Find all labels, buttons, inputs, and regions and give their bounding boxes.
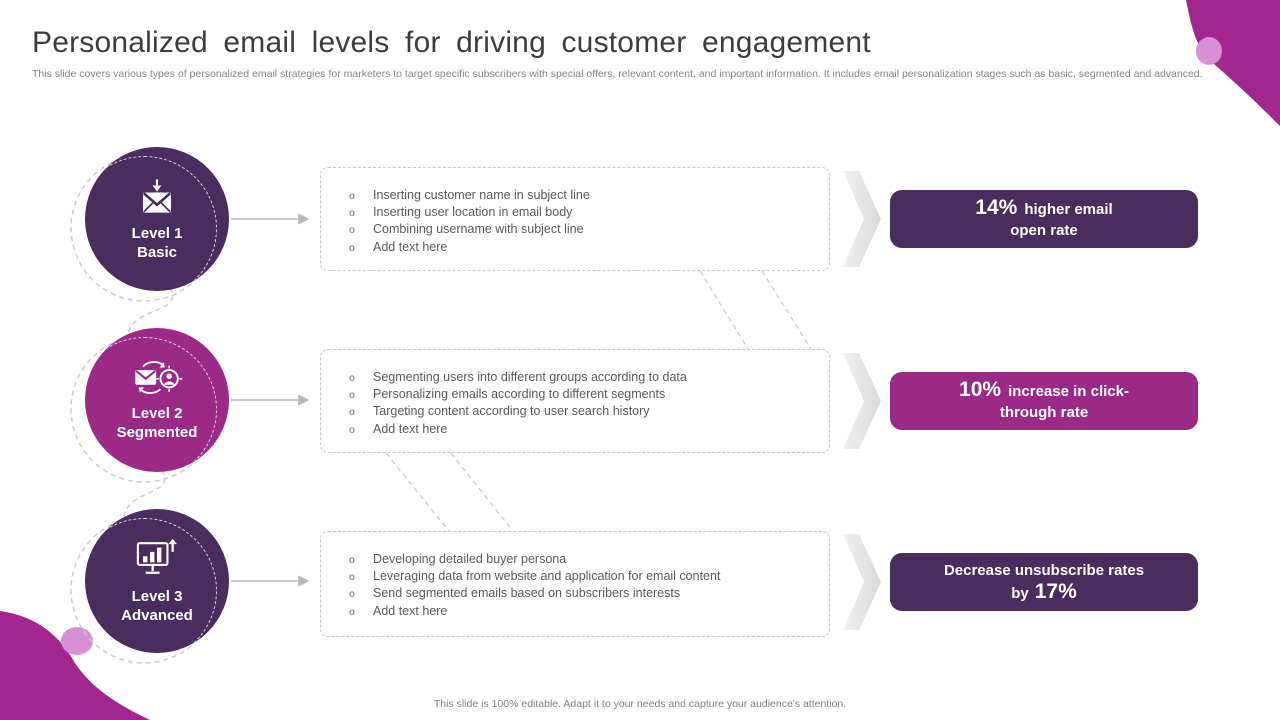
bullet-marker: o (349, 207, 355, 220)
email-received-icon (136, 177, 178, 220)
level3-stat-badge[interactable]: Decrease unsubscribe rates by 17% (890, 553, 1198, 611)
bullet-marker: o (349, 571, 355, 584)
bullet-marker: o (349, 389, 355, 402)
level3-name: Level 3 (131, 587, 183, 605)
level3-bullet-list: o Developing detailed buyer persona o Leve… (347, 551, 809, 620)
bullet-text: Targeting content according to user sear… (373, 404, 650, 419)
level2-name: Level 2 (131, 404, 183, 422)
bullet-marker: o (349, 224, 355, 237)
stat-text: higher email (1024, 201, 1113, 218)
footer-note[interactable]: This slide is 100% editable. Adapt it to… (433, 698, 847, 710)
stat-value: 17% (1034, 580, 1077, 603)
page-subtitle[interactable]: This slide covers various types of perso… (32, 68, 1203, 80)
bullet-marker: o (349, 190, 355, 202)
stat-line1: Decrease unsubscribe rates (943, 562, 1145, 579)
level2-listbox[interactable]: o Segmenting users into different groups … (320, 349, 830, 453)
stat-text: by (1011, 585, 1029, 602)
stat-line2: through rate (999, 404, 1089, 421)
bullet-text: Add text here (373, 603, 448, 618)
bullet-text: Developing detailed buyer persona (373, 552, 567, 566)
list-item: o Inserting customer name in subject line (347, 187, 809, 204)
level1-bullet-list: o Inserting customer name in subject line… (347, 187, 809, 256)
list-item: o Add text here (347, 239, 809, 256)
list-item: o Add text here (347, 421, 809, 438)
stat-line2: open rate (1010, 222, 1078, 239)
bullet-marker: o (349, 605, 355, 618)
level2-stat-badge[interactable]: 10% increase in click- through rate (890, 372, 1198, 430)
bullet-text: Add text here (373, 239, 448, 254)
monitor-growth-icon (134, 538, 180, 583)
stat-text: increase in click- (1008, 383, 1129, 400)
list-item: o Add text here (347, 603, 809, 620)
bullet-marker: o (349, 372, 355, 384)
list-item: o Personalizing emails according to diffe… (347, 386, 809, 403)
bullet-marker: o (349, 241, 355, 254)
list-item: o Inserting user location in email body (347, 204, 809, 221)
level2-bullet-list: o Segmenting users into different groups … (347, 369, 809, 438)
list-item: o Combining username with subject line (347, 221, 809, 238)
level1-tier: Basic (136, 243, 178, 261)
level2-circle[interactable]: Level 2 Segmented (85, 328, 229, 472)
bullet-text: Add text here (373, 421, 448, 436)
list-item: o Targeting content according to user sea… (347, 403, 809, 420)
stat-value: 10% (959, 378, 1002, 401)
email-sync-user-icon (131, 359, 183, 400)
bullet-marker: o (349, 423, 355, 436)
stat-line1: 14% higher email (975, 197, 1112, 220)
list-item: o Send segmented emails based on subscrib… (347, 585, 809, 602)
level1-name: Level 1 (131, 224, 183, 242)
level3-circle[interactable]: Level 3 Advanced (85, 509, 229, 653)
level2-tier: Segmented (116, 423, 198, 441)
stat-value: 14% (975, 196, 1018, 219)
list-item: o Segmenting users into different groups … (347, 369, 809, 386)
bullet-text: Personalizing emails according to differ… (373, 387, 666, 402)
level3-listbox[interactable]: o Developing detailed buyer persona o Leve… (320, 531, 830, 637)
list-item: o Developing detailed buyer persona (347, 551, 809, 568)
page-title[interactable]: Personalized email levels for driving cu… (32, 26, 871, 59)
level1-listbox[interactable]: o Inserting customer name in subject line… (320, 167, 830, 271)
bullet-text: Inserting user location in email body (373, 205, 573, 220)
stat-line1: 10% increase in click- (959, 379, 1129, 402)
bullet-text: Inserting customer name in subject line (373, 188, 590, 202)
bullet-text: Send segmented emails based on subscribe… (373, 586, 681, 601)
level1-stat-badge[interactable]: 14% higher email open rate (890, 190, 1198, 248)
bullet-text: Combining username with subject line (373, 222, 584, 237)
bullet-marker: o (349, 554, 355, 566)
bullet-marker: o (349, 588, 355, 601)
list-item: o Leveraging data from website and applic… (347, 568, 809, 585)
level3-tier: Advanced (121, 606, 193, 624)
level1-circle[interactable]: Level 1 Basic (85, 147, 229, 291)
stat-line2: by 17% (1011, 581, 1077, 604)
bullet-text: Segmenting users into different groups a… (373, 370, 687, 384)
bullet-text: Leveraging data from website and applica… (373, 569, 721, 584)
bullet-marker: o (349, 406, 355, 419)
